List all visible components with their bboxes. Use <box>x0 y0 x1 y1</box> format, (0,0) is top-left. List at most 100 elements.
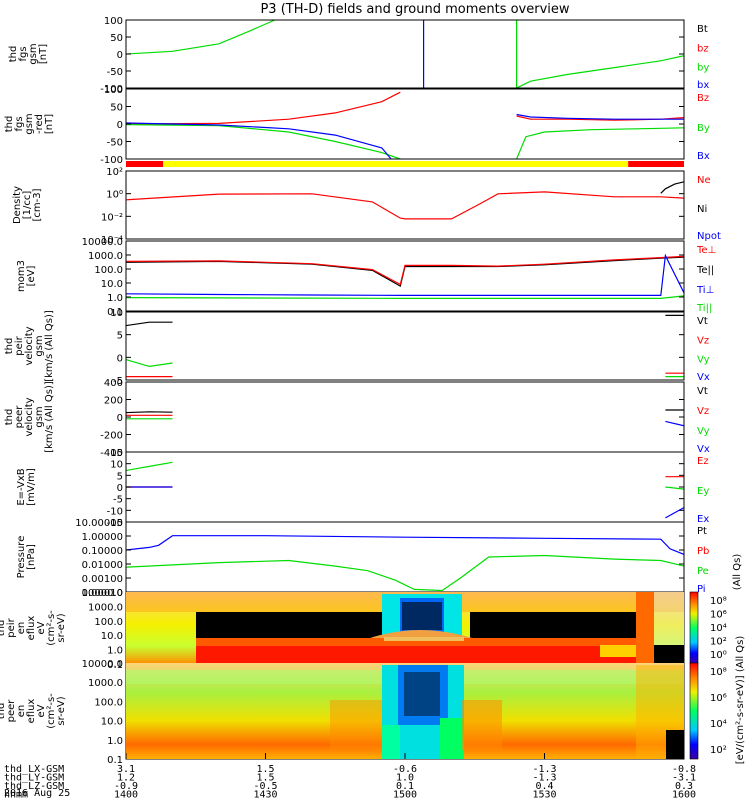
y-tick-label: 10⁻⁴ <box>101 235 123 246</box>
y-axis-label: sr-eV) <box>56 696 67 725</box>
y-axis-label: thd <box>0 620 7 637</box>
series-line-bx <box>126 122 392 160</box>
panel-temperature: 10000.0 1000.0 100.0 10.0 1.0 0.1 mom3 [eV] Te⊥ T… <box>16 237 716 318</box>
colorbars: 10⁸ 10⁶ 10⁴ 10² 10⁰ 10⁸ 10⁶ 10⁴ 10² <box>689 591 727 760</box>
legend-vt: Vt <box>697 316 708 327</box>
y-axis-label: peer <box>6 699 17 723</box>
y-axis-label: peer <box>14 405 25 429</box>
series-line-te <box>126 255 684 286</box>
series-line-ni <box>660 181 684 194</box>
x-row-value: 0.4 <box>535 781 553 792</box>
colorbar-tick: 10⁸ <box>710 596 727 607</box>
x-row-value: 0.3 <box>675 781 693 792</box>
colorbar-tick: 10⁰ <box>710 650 727 661</box>
y-tick-label: 50 <box>110 33 123 44</box>
series-line-bx <box>516 113 684 120</box>
series-line-ti <box>126 253 684 296</box>
colorbar-tick: 10⁸ <box>710 667 727 678</box>
y-tick-label: 0.00010 <box>82 588 123 599</box>
x-row-value: -3.1 <box>672 773 696 784</box>
series-group <box>126 314 684 378</box>
x-row-value: -0.8 <box>672 764 696 775</box>
figure-title: P3 (TH-D) fields and ground moments over… <box>260 2 569 17</box>
y-axis-label: Pressure <box>16 536 27 579</box>
series-line-vy <box>126 359 173 368</box>
series-group <box>126 409 684 427</box>
legend-vz: Vz <box>697 406 709 417</box>
legend-te: Te⊥ <box>696 245 716 256</box>
panel-density: 10² 10⁰ 10⁻² 10⁻⁴ Density [1/cc] [cm-3] Ne Ni Npo… <box>12 167 721 246</box>
y-axis-label: velocity <box>24 397 35 436</box>
colorbar-label: [eV/(cm²-s-sr-eV)] (All Qs) <box>735 636 746 765</box>
y-tick-label: 10.0 <box>101 279 123 290</box>
y-tick-label: 100 <box>104 16 123 27</box>
x-row-value: 0.1 <box>396 781 414 792</box>
y-tick-label: 100.0 <box>94 617 123 628</box>
y-tick-label: -50 <box>107 67 123 78</box>
y-tick-label: 0.00100 <box>82 574 123 585</box>
legend-ti: Ti|| <box>696 303 712 314</box>
y-axis-label: [km/s (All Qs)] <box>44 310 55 382</box>
x-row-value: -1.3 <box>532 773 556 784</box>
y-tick-label: -50 <box>107 138 123 149</box>
series-line-ti <box>126 295 684 299</box>
y-tick-label: 0 <box>117 50 123 61</box>
y-tick-label: -5 <box>113 495 123 506</box>
y-tick-label: -15 <box>107 518 123 529</box>
y-tick-label: -100 <box>100 155 123 166</box>
legend-pb: Pb <box>697 546 709 557</box>
series-line-by <box>515 20 684 89</box>
y-tick-label: 10000.0 <box>82 659 123 670</box>
y-tick-label: -200 <box>100 431 123 442</box>
peir-spectrogram <box>126 592 684 664</box>
y-axis-label: sr-eV) <box>56 613 67 642</box>
x-row-value: 1400 <box>114 790 138 800</box>
x-row-value: -0.6 <box>393 764 417 775</box>
x-row-label: hhmm <box>4 790 28 800</box>
y-axis-label: gsm <box>24 113 35 134</box>
legend-ey: Ey <box>697 486 709 497</box>
y-tick-label: 10000.0 <box>82 588 123 599</box>
series-group <box>126 535 684 592</box>
y-axis-label: Density <box>12 186 23 224</box>
x-row-value: 1600 <box>672 790 696 800</box>
panel-peer-velocity: 400 200 0 -200 -400 thd peer velocity gsm [km/s (… <box>4 378 710 459</box>
legend-npot: Npot <box>697 231 721 242</box>
y-tick-label: -400 <box>100 448 123 459</box>
legend-pi: Pi <box>697 584 706 595</box>
series-group <box>126 19 684 89</box>
x-row-value: 3.1 <box>117 764 135 775</box>
x-row-value: 1430 <box>253 790 277 800</box>
series-line-ex <box>665 507 684 519</box>
mode-bar-segment <box>163 161 629 167</box>
y-axis-label: peir <box>6 617 17 637</box>
x-axis-footer: thd_LX-GSM 3.1 1.5 -0.6 -1.3 -0.8 thd_LY-GSM 1.… <box>4 753 696 800</box>
legend-bt: Bt <box>697 24 708 35</box>
panel-peir-velocity: 10 5 0 -5 thd peir velocity gsm [km/s (All Qs)] V… <box>4 308 710 387</box>
legend-by: by <box>697 63 709 74</box>
series-line-pe <box>126 554 684 592</box>
y-tick-label: 1000.0 <box>88 602 123 613</box>
panel-fgs-dsl: 100 50 0 -50 -100 thd fgs gsm -red [nT] Bz By Bx <box>4 85 710 166</box>
y-axis-label: [nT] <box>44 114 55 134</box>
panel-frame <box>125 521 685 593</box>
y-axis-label: eflux <box>26 699 37 724</box>
series-group <box>126 181 684 220</box>
legend-ni: Ni <box>697 204 707 215</box>
y-tick-label: 10.00000 <box>75 518 123 529</box>
y-axis-label: [mV/m] <box>26 468 37 506</box>
y-axis-label: [1/cc] <box>22 191 33 220</box>
x-row-value: -1.3 <box>532 764 556 775</box>
panel-pressure: 10.00000 1.00000 0.10000 0.01000 0.00100 0.00… <box>16 518 743 599</box>
y-axis-label: mom3 <box>16 260 27 292</box>
y-tick-label: 10 <box>110 460 123 471</box>
y-axis-label: fgs <box>18 46 29 61</box>
series-group <box>126 461 684 519</box>
panel-note: (All Qs) <box>732 554 743 591</box>
colorbar-tick: 10² <box>710 745 727 756</box>
mode-bar-segment <box>628 161 684 167</box>
series-line-ne <box>126 191 684 220</box>
colorbar-tick: 10⁶ <box>710 610 727 621</box>
y-axis-label: eflux <box>26 616 37 641</box>
